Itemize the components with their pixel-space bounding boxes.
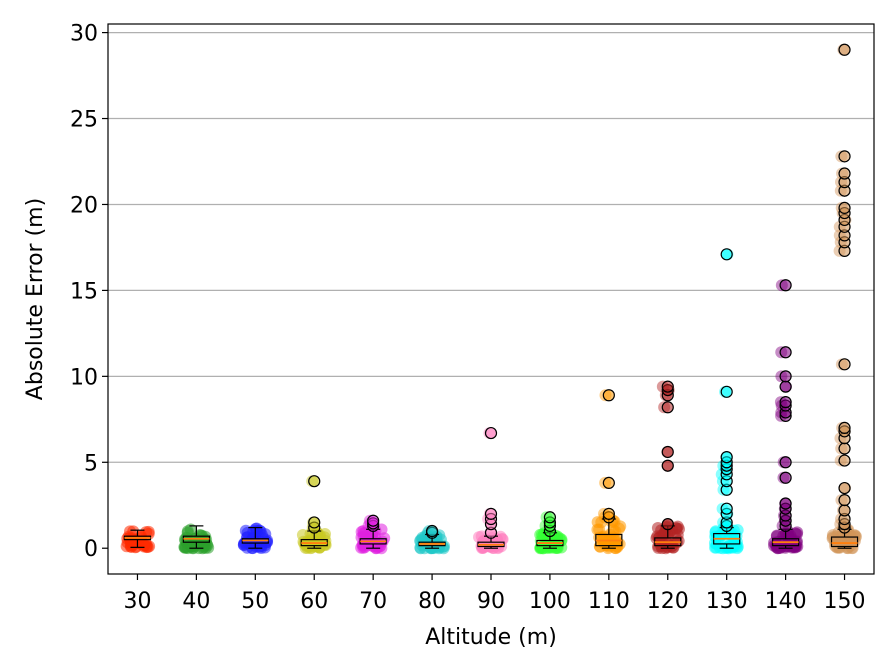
x-tick-label: 30: [123, 589, 151, 614]
outlier-point: [661, 445, 674, 459]
outlier-point: [543, 511, 557, 524]
outlier-point: [720, 451, 733, 464]
outlier-point: [779, 380, 792, 393]
data-point: [301, 535, 314, 548]
outlier-point: [838, 504, 851, 517]
box-group-130: [708, 248, 744, 555]
data-point: [710, 541, 723, 554]
outlier-point: [308, 516, 321, 529]
y-tick-label: 10: [70, 365, 98, 390]
y-axis: 0 5 10 15 20 25 30: [70, 22, 108, 562]
y-tick-label: 15: [70, 279, 98, 304]
x-axis: 30 40 50 60 70 80 90 100 110 120 130 140 150: [123, 574, 866, 614]
outlier-point: [484, 426, 498, 440]
data-point: [723, 541, 736, 554]
x-tick-label: 50: [241, 589, 269, 614]
outlier-point: [425, 524, 439, 538]
y-tick-label: 20: [70, 193, 98, 218]
outlier-point: [838, 493, 851, 507]
outlier-point: [779, 370, 792, 383]
outlier-point: [484, 507, 498, 520]
x-tick-label: 60: [300, 589, 328, 614]
outlier-point: [720, 248, 733, 261]
outlier-point: [838, 481, 851, 495]
outlier-point: [661, 459, 674, 472]
plot-frame: [107, 23, 875, 575]
x-tick-label: 110: [588, 589, 630, 614]
outlier-point: [661, 518, 674, 531]
x-tick-label: 40: [182, 589, 210, 614]
box-group-50: [237, 522, 274, 555]
outlier-point: [602, 389, 615, 402]
outlier-point: [838, 442, 851, 455]
y-tick-label: 30: [70, 22, 98, 47]
box-group-70: [355, 514, 391, 555]
gridlines: [108, 31, 874, 463]
y-tick-label: 25: [70, 108, 98, 133]
box: [830, 536, 859, 548]
outlier-point: [720, 502, 733, 515]
outlier-point: [779, 279, 792, 292]
outlier-point: [838, 150, 851, 163]
box-group-80: [414, 524, 451, 555]
x-tick-label: 140: [765, 589, 807, 614]
data-point: [373, 536, 386, 549]
outlier-point: [838, 43, 851, 56]
outlier-point: [308, 475, 321, 488]
outlier-point: [838, 454, 851, 467]
x-axis-label: Altitude (m): [425, 625, 557, 650]
outlier-point: [838, 358, 851, 371]
data-point: [614, 520, 627, 533]
outlier-point: [838, 201, 851, 215]
outlier-point: [602, 507, 615, 520]
outlier-point: [779, 346, 792, 359]
outlier-point: [367, 514, 380, 527]
x-tick-label: 70: [359, 589, 387, 614]
x-tick-label: 100: [529, 589, 571, 614]
x-tick-label: 150: [824, 589, 866, 614]
box-group-150: [826, 43, 862, 555]
box-group-30: [120, 525, 156, 554]
data-point: [491, 541, 504, 554]
outlier-point: [720, 385, 733, 398]
x-tick-label: 120: [647, 589, 689, 614]
x-tick-label: 80: [418, 589, 446, 614]
data-point: [844, 539, 857, 552]
outlier-point: [602, 476, 615, 490]
data-point: [239, 524, 252, 537]
box-group-60: [296, 475, 332, 555]
outlier-point: [779, 456, 792, 469]
outlier-point: [838, 421, 851, 435]
outlier-point: [661, 380, 674, 393]
x-tick-label: 130: [706, 589, 748, 614]
box-group-100: [534, 511, 568, 555]
box-group-90: [473, 426, 509, 555]
box-groups: [120, 43, 862, 555]
outlier-point: [661, 401, 674, 414]
box-group-140: [768, 279, 804, 555]
outlier-point: [779, 497, 792, 510]
box-group-120: [650, 380, 685, 555]
y-tick-label: 0: [84, 537, 98, 562]
box-group-110: [591, 389, 627, 555]
y-tick-label: 5: [84, 451, 98, 476]
outlier-point: [838, 167, 851, 180]
outlier-point: [779, 471, 792, 484]
data-point: [250, 524, 263, 537]
y-axis-label: Absolute Error (m): [23, 198, 48, 400]
x-tick-label: 90: [477, 589, 505, 614]
box-group-40: [178, 523, 215, 555]
outlier-point: [779, 396, 792, 409]
